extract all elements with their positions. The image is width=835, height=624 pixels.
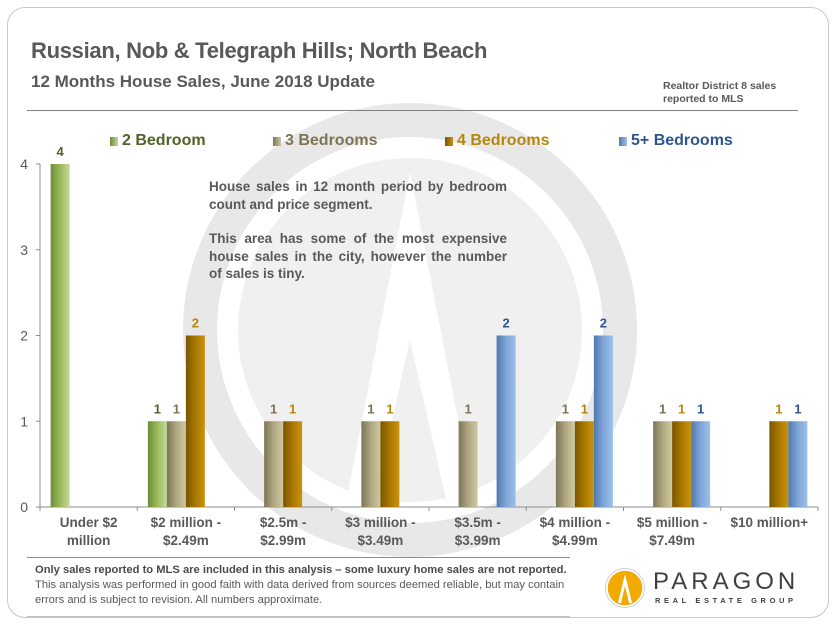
- data-label: 1: [581, 401, 588, 416]
- bar-4-bedrooms: [672, 421, 692, 507]
- logo-name: PARAGON: [653, 568, 800, 595]
- bar-2-bedroom: [147, 421, 167, 507]
- bar-3-bedrooms: [653, 421, 673, 507]
- y-tick-label: 0: [20, 499, 28, 515]
- footer-bottom-divider: [27, 616, 570, 617]
- legend-swatch-icon: [273, 136, 281, 146]
- source-note-line1: Realtor District 8 sales: [663, 80, 777, 92]
- x-tick-label: $2 million -: [151, 515, 222, 530]
- data-label: 2: [503, 316, 510, 331]
- annotation-paragraph-2: This area has some of the most expensive…: [209, 231, 507, 281]
- x-tick-label: $5 million -: [637, 515, 708, 530]
- bar-4-bedrooms: [185, 335, 205, 507]
- bar-2-bedroom: [50, 164, 70, 507]
- paragon-logo: PARAGON REAL ESTATE GROUP: [605, 566, 805, 610]
- x-tick-label: $4 million -: [540, 515, 611, 530]
- data-label: 2: [600, 316, 607, 331]
- bar-3-bedrooms: [458, 421, 478, 507]
- legend-label: 2 Bedroom: [122, 132, 206, 149]
- bar-4-bedrooms: [283, 421, 303, 507]
- paragon-logo-icon: [605, 568, 645, 608]
- bar-5-bedrooms: [496, 335, 516, 507]
- legend-item-4-bedrooms: 4 Bedrooms: [445, 132, 549, 150]
- legend-item-2-bedroom: 2 Bedroom: [110, 132, 206, 150]
- legend-swatch-icon: [110, 136, 118, 146]
- x-tick-label: $10 million+: [731, 515, 809, 530]
- disclaimer-bold: Only sales reported to MLS are included …: [35, 564, 567, 576]
- data-label: 1: [367, 401, 374, 416]
- data-label: 1: [794, 401, 801, 416]
- disclaimer: Only sales reported to MLS are included …: [35, 563, 575, 608]
- x-tick-label: $3.5m -: [454, 515, 501, 530]
- y-tick-label: 1: [20, 413, 28, 429]
- bar-4-bedrooms: [574, 421, 594, 507]
- x-tick-label: $3.99m: [455, 533, 501, 548]
- x-tick-label: $2.99m: [260, 533, 306, 548]
- legend-swatch-icon: [619, 136, 627, 146]
- data-label: 1: [659, 401, 666, 416]
- bar-4-bedrooms: [769, 421, 789, 507]
- bar-5-bedrooms: [691, 421, 711, 507]
- chart-title: Russian, Nob & Telegraph Hills; North Be…: [31, 38, 488, 63]
- source-note-line2: reported to MLS: [663, 93, 744, 105]
- bar-3-bedrooms: [555, 421, 575, 507]
- data-label: 2: [192, 316, 199, 331]
- data-label: 4: [57, 144, 65, 159]
- x-tick-label: $4.99m: [552, 533, 598, 548]
- x-tick-label: $2.5m -: [260, 515, 307, 530]
- legend-label: 5+ Bedrooms: [631, 132, 733, 149]
- bar-3-bedrooms: [166, 421, 186, 507]
- bar-4-bedrooms: [380, 421, 400, 507]
- data-label: 1: [562, 401, 569, 416]
- data-label: 1: [465, 401, 472, 416]
- header-divider: [27, 110, 798, 111]
- bar-5-bedrooms: [593, 335, 613, 507]
- data-label: 1: [289, 401, 296, 416]
- legend-item-5-plus-bedrooms: 5+ Bedrooms: [619, 132, 733, 150]
- data-label: 1: [270, 401, 277, 416]
- y-tick-label: 3: [20, 242, 28, 258]
- bar-3-bedrooms: [264, 421, 284, 507]
- legend-item-3-bedrooms: 3 Bedrooms: [273, 132, 377, 150]
- data-label: 1: [678, 401, 685, 416]
- x-tick-label: $3 million -: [345, 515, 416, 530]
- chart-legend: 2 Bedroom 3 Bedrooms 4 Bedrooms 5+ Bedro…: [0, 132, 835, 152]
- bar-3-bedrooms: [361, 421, 381, 507]
- legend-label: 4 Bedrooms: [457, 132, 550, 149]
- logo-tagline: REAL ESTATE GROUP: [655, 596, 797, 605]
- bar-5-bedrooms: [788, 421, 808, 507]
- x-tick-label: $2.49m: [163, 533, 209, 548]
- y-tick-label: 2: [20, 328, 28, 344]
- x-tick-label: $3.49m: [357, 533, 403, 548]
- data-label: 1: [386, 401, 393, 416]
- legend-label: 3 Bedrooms: [285, 132, 378, 149]
- x-tick-label: $7.49m: [649, 533, 695, 548]
- chart-subtitle: 12 Months House Sales, June 2018 Update: [31, 72, 375, 91]
- x-tick-label: million: [67, 533, 111, 548]
- legend-swatch-icon: [445, 136, 453, 146]
- source-note: Realtor District 8 sales reported to MLS: [663, 80, 776, 106]
- x-tick-label: Under $2: [60, 515, 118, 530]
- annotation-paragraph-1: House sales in 12 month period by bedroo…: [209, 179, 507, 212]
- chart-annotation: House sales in 12 month period by bedroo…: [209, 178, 507, 300]
- y-tick-label: 4: [20, 156, 28, 172]
- footer-divider: [27, 557, 570, 558]
- data-label: 1: [154, 401, 161, 416]
- disclaimer-text: This analysis was performed in good fait…: [35, 579, 565, 606]
- data-label: 1: [775, 401, 782, 416]
- data-label: 1: [173, 401, 180, 416]
- data-label: 1: [697, 401, 704, 416]
